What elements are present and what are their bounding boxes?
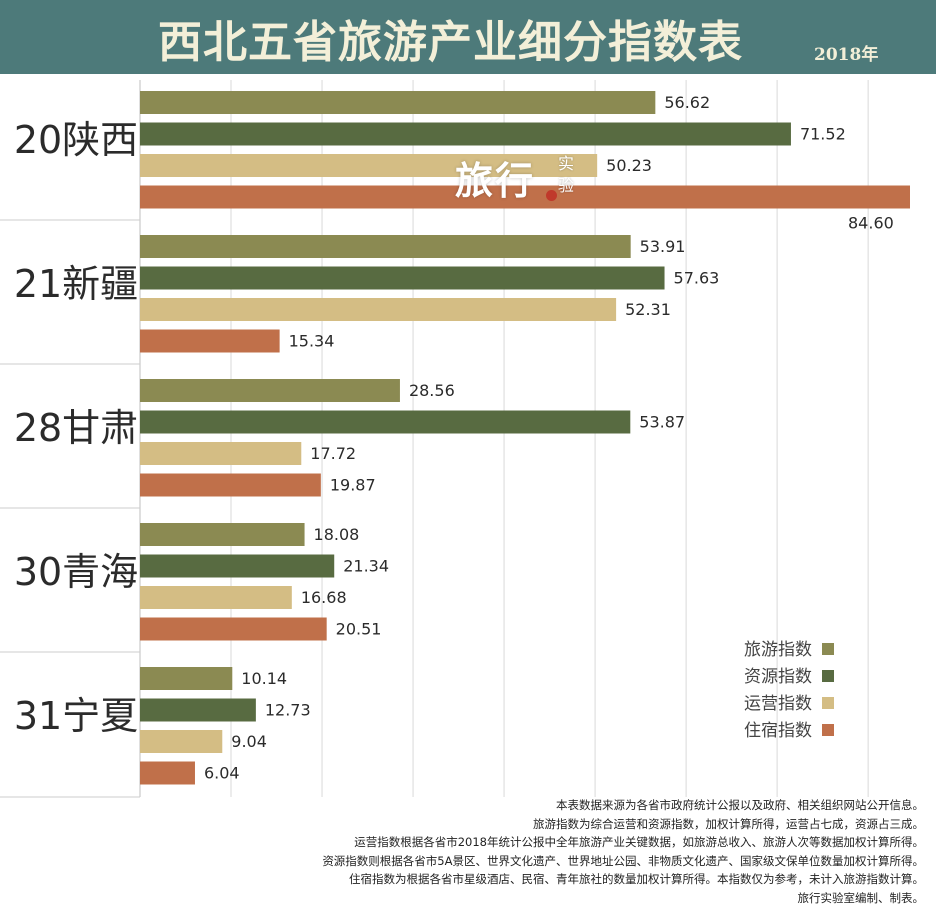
watermark-sub-text-2: 验 <box>558 176 575 195</box>
footnote-line: 旅游指数为综合运营和资源指数，加权计算所得，运营占七成，资源占三成。 <box>533 816 924 831</box>
footnote-line: 运营指数根据各省市2018年统计公报中全年旅游产业关键数据，如旅游总收入、旅游人… <box>354 835 924 850</box>
bar <box>140 410 631 434</box>
data-label: 17.72 <box>310 444 356 463</box>
category-label: 30青海 <box>14 550 138 594</box>
data-label: 84.60 <box>848 214 894 233</box>
data-label: 50.23 <box>606 156 652 175</box>
footnotes: 本表数据来源为各省市政府统计公报以及政府、相关组织网站公开信息。 旅游指数为综合… <box>322 796 924 908</box>
category-label: 28甘肃 <box>14 406 138 450</box>
page-title: 西北五省旅游产业细分指数表 <box>158 17 743 68</box>
bar <box>140 473 321 497</box>
bar <box>140 122 791 146</box>
data-label: 21.34 <box>343 557 389 576</box>
bar <box>140 523 305 546</box>
legend-label: 旅游指数 <box>744 640 812 660</box>
data-label: 28.56 <box>409 381 455 400</box>
legend-label: 住宿指数 <box>744 721 812 741</box>
labels-layer: 20陕西 21新疆 28甘肃 30青海 31宁夏 56.62 53.91 28.56 18.08… <box>14 93 894 783</box>
data-label: 6.04 <box>204 764 240 783</box>
footnote-line: 旅行实验室编制、制表。 <box>797 890 925 905</box>
bar <box>140 379 400 402</box>
category-label: 31宁夏 <box>14 694 138 738</box>
data-label: 12.73 <box>265 701 311 720</box>
data-label: 56.62 <box>664 93 710 112</box>
bar <box>140 329 280 353</box>
legend-label: 运营指数 <box>744 694 812 714</box>
seal-icon <box>546 190 557 201</box>
bar <box>140 667 233 690</box>
data-label: 52.31 <box>625 300 671 319</box>
footnote-line: 住宿指数为根据各省市星级酒店、民宿、青年旅社的数量加权计算所得。本指数仅为参考，… <box>349 872 924 887</box>
watermark-logo: 旅行 实 验 <box>455 150 585 206</box>
data-label: 19.87 <box>330 476 376 495</box>
footnote-line: 本表数据来源为各省市政府统计公报以及政府、相关组织网站公开信息。 <box>556 798 924 812</box>
bar <box>140 298 617 321</box>
bar <box>140 154 598 177</box>
bar <box>140 266 665 290</box>
data-label: 9.04 <box>231 732 267 751</box>
data-label: 15.34 <box>289 332 335 351</box>
bar <box>140 698 256 722</box>
bar <box>140 442 302 465</box>
bar <box>140 761 195 785</box>
legend-swatch <box>822 643 834 655</box>
data-label: 53.91 <box>640 237 686 256</box>
watermark-sub-text-1: 实 <box>558 154 575 173</box>
data-label: 18.08 <box>314 525 360 544</box>
footnote-line: 资源指数则根据各省市5A景区、世界文化遗产、世界地址公园、非物质文化遗产、国家级… <box>322 853 924 868</box>
bar <box>140 185 910 209</box>
bar <box>140 586 292 609</box>
watermark-main-text: 旅行 <box>455 158 536 203</box>
title-banner: 西北五省旅游产业细分指数表 2018年 <box>0 0 936 74</box>
data-label: 16.68 <box>301 588 347 607</box>
bar <box>140 617 327 641</box>
data-label: 20.51 <box>336 620 382 639</box>
data-label: 71.52 <box>800 125 846 144</box>
bar <box>140 235 631 258</box>
legend-swatch <box>822 724 834 736</box>
legend-swatch <box>822 670 834 682</box>
data-label: 53.87 <box>639 413 685 432</box>
data-label: 10.14 <box>241 669 287 688</box>
year-label: 2018年 <box>814 45 879 65</box>
legend-swatch <box>822 697 834 709</box>
bar <box>140 730 223 753</box>
category-label: 21新疆 <box>14 262 138 306</box>
data-label: 57.63 <box>674 269 720 288</box>
category-label: 20陕西 <box>14 118 138 162</box>
bar <box>140 91 656 114</box>
bar <box>140 554 335 578</box>
bar-chart: 20陕西 21新疆 28甘肃 30青海 31宁夏 56.62 53.91 28.56 18.08… <box>0 80 910 798</box>
legend-label: 资源指数 <box>744 667 812 687</box>
bars-layer <box>140 91 910 785</box>
